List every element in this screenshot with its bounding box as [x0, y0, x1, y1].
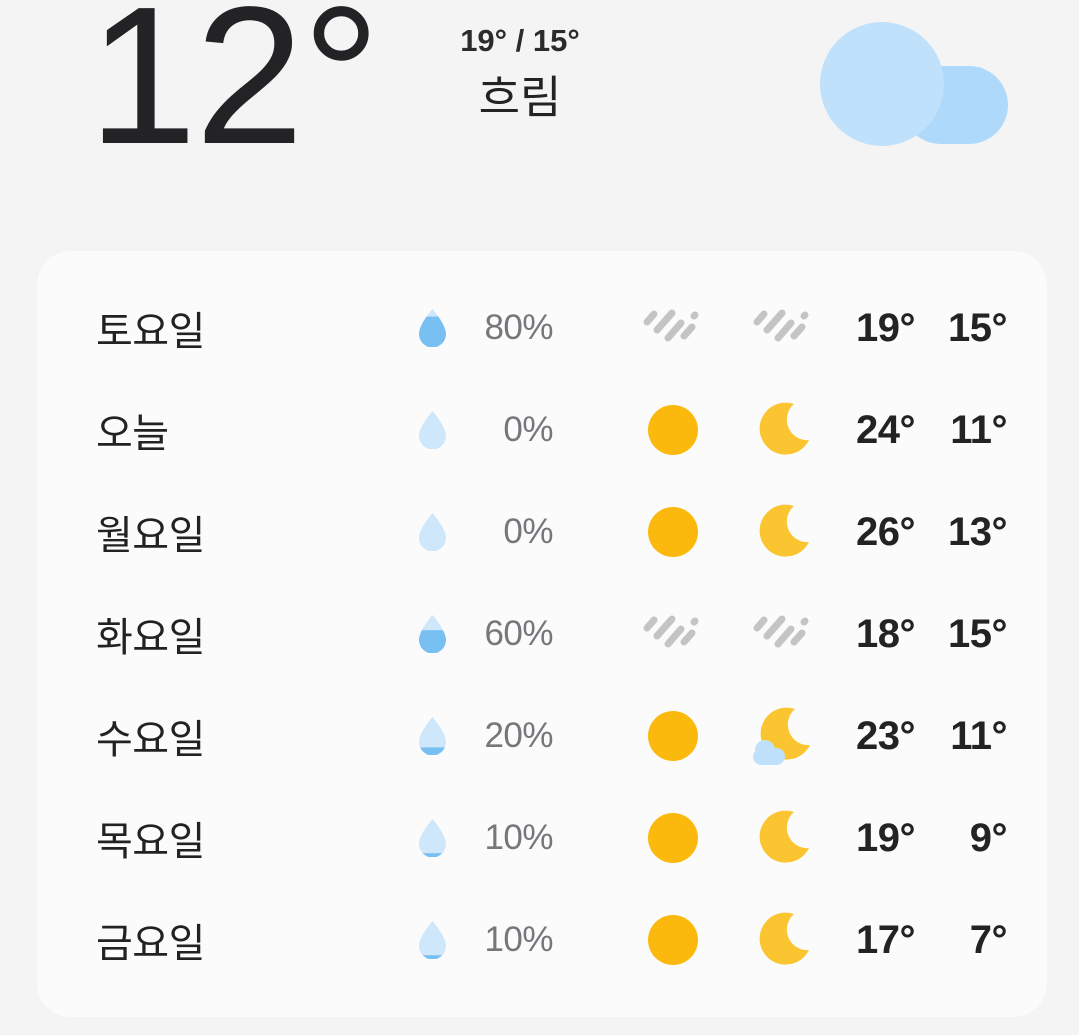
forecast-high-temp: 23°	[856, 713, 916, 758]
forecast-high-temp: 19°	[856, 305, 916, 350]
forecast-low-temp: 13°	[948, 509, 1008, 554]
precipitation-group: 10%	[367, 818, 554, 858]
sun-icon	[637, 904, 709, 976]
precipitation-group: 80%	[367, 308, 554, 348]
forecast-high-temp: 24°	[856, 407, 916, 452]
temperature-group: 24° 11°	[817, 407, 1008, 453]
moon-icon	[747, 904, 819, 976]
water-droplet-icon	[418, 309, 447, 347]
sun-icon	[637, 802, 709, 874]
forecast-low-temp: 7°	[969, 917, 1008, 962]
water-droplet-icon	[418, 921, 447, 959]
rain-icon	[747, 598, 819, 670]
forecast-high-temp: 26°	[856, 509, 916, 554]
forecast-low-temp: 15°	[948, 611, 1008, 656]
forecast-row[interactable]: 수요일 20% 23° 11°	[37, 685, 1047, 787]
water-droplet-icon	[418, 411, 447, 449]
sun-icon	[637, 496, 709, 568]
forecast-row[interactable]: 월요일 0% 26° 13°	[37, 481, 1047, 583]
current-weather-header[interactable]: 12° 19° / 15° 흐림	[0, 0, 1079, 250]
precipitation-group: 60%	[367, 614, 554, 654]
forecast-low-temp: 11°	[950, 407, 1007, 452]
forecast-row[interactable]: 목요일 10% 19° 9°	[37, 787, 1047, 889]
forecast-day-label: 수요일	[96, 718, 205, 762]
forecast-low-temp: 9°	[969, 815, 1008, 860]
forecast-low-temp: 15°	[948, 305, 1008, 350]
forecast-day-label: 토요일	[96, 310, 205, 354]
precipitation-percent: 0%	[503, 410, 553, 449]
rain-icon	[637, 292, 709, 364]
water-droplet-icon	[418, 615, 447, 653]
forecast-row[interactable]: 금요일 10% 17° 7°	[37, 889, 1047, 991]
forecast-row[interactable]: 화요일 60%	[37, 583, 1047, 685]
current-temperature: 12°	[88, 0, 380, 185]
precipitation-group: 0%	[367, 512, 554, 552]
moon-icon	[747, 394, 819, 466]
cloud-puff-shape	[820, 22, 944, 146]
forecast-card: 토요일 80%	[37, 251, 1047, 1017]
cloudy-icon	[816, 22, 1012, 146]
temperature-group: 19° 15°	[817, 305, 1008, 351]
sun-icon	[637, 700, 709, 772]
forecast-high-temp: 17°	[856, 917, 916, 962]
water-droplet-icon	[418, 513, 447, 551]
precipitation-percent: 80%	[484, 308, 553, 347]
forecast-day-label: 오늘	[96, 412, 169, 456]
forecast-day-label: 금요일	[96, 922, 205, 966]
sun-icon	[637, 394, 709, 466]
moon-icon	[747, 496, 819, 568]
header-high-low: 19° / 15°	[460, 23, 580, 58]
temperature-group: 23° 11°	[817, 713, 1008, 759]
forecast-high-temp: 18°	[856, 611, 916, 656]
temperature-group: 18° 15°	[817, 611, 1008, 657]
precipitation-percent: 10%	[484, 920, 553, 959]
forecast-day-label: 목요일	[96, 820, 205, 864]
rain-icon	[637, 598, 709, 670]
moon-icon	[747, 802, 819, 874]
temperature-group: 26° 13°	[817, 509, 1008, 555]
temperature-group: 19° 9°	[817, 815, 1008, 861]
forecast-low-temp: 11°	[950, 713, 1007, 758]
precipitation-percent: 0%	[503, 512, 553, 551]
forecast-row[interactable]: 토요일 80%	[37, 277, 1047, 379]
forecast-day-label: 화요일	[96, 616, 205, 660]
header-condition-text: 흐림	[478, 71, 562, 123]
precipitation-percent: 60%	[484, 614, 553, 653]
water-droplet-icon	[418, 717, 447, 755]
moon-cloud-icon	[747, 700, 819, 772]
forecast-high-temp: 19°	[856, 815, 916, 860]
precipitation-percent: 20%	[484, 716, 553, 755]
precipitation-percent: 10%	[484, 818, 553, 857]
temperature-group: 17° 7°	[817, 917, 1008, 963]
forecast-row-list: 토요일 80%	[37, 251, 1047, 1017]
rain-icon	[747, 292, 819, 364]
precipitation-group: 0%	[367, 410, 554, 450]
precipitation-group: 10%	[367, 920, 554, 960]
header-summary: 19° / 15° 흐림	[430, 22, 610, 122]
forecast-row[interactable]: 오늘 0% 24° 11°	[37, 379, 1047, 481]
forecast-day-label: 월요일	[96, 514, 205, 558]
water-droplet-icon	[418, 819, 447, 857]
precipitation-group: 20%	[367, 716, 554, 756]
